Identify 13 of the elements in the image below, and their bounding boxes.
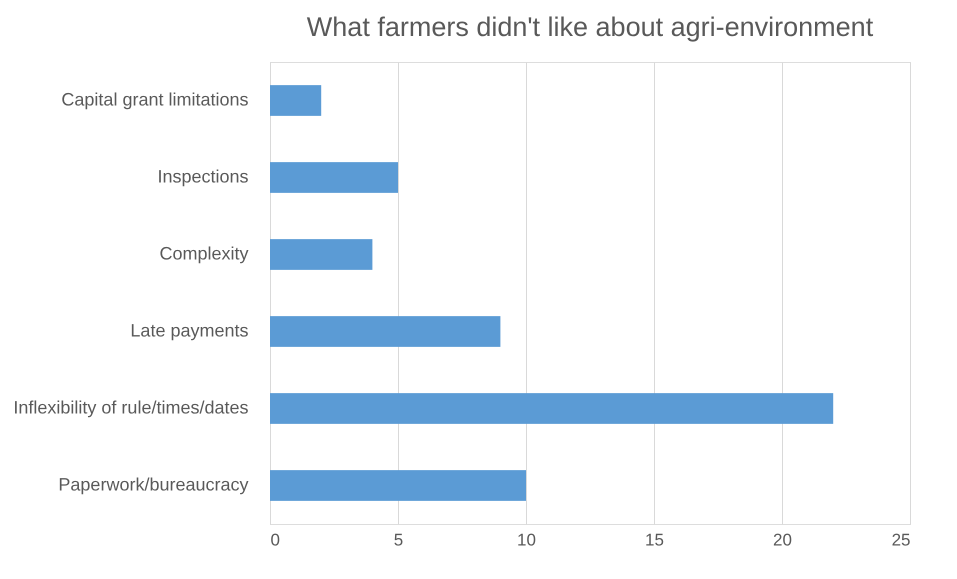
y-tick-label: Inflexibility of rule/times/dates [13, 398, 248, 418]
y-tick-label: Complexity [159, 244, 248, 264]
x-tick-label: 25 [892, 530, 910, 550]
chart-title: What farmers didn't like about agri-environment [306, 12, 874, 42]
y-tick-label: Paperwork/bureaucracy [58, 474, 248, 494]
x-tick-label: 20 [773, 530, 792, 550]
y-tick-label: Late payments [130, 320, 248, 340]
x-tick-label: 5 [394, 530, 404, 550]
x-tick-label: 15 [645, 530, 664, 550]
x-tick-label: 10 [517, 530, 536, 550]
y-tick-label: Inspections [157, 166, 248, 186]
y-tick-label: Capital grant limitations [61, 90, 248, 110]
x-tick-label: 0 [270, 530, 280, 550]
